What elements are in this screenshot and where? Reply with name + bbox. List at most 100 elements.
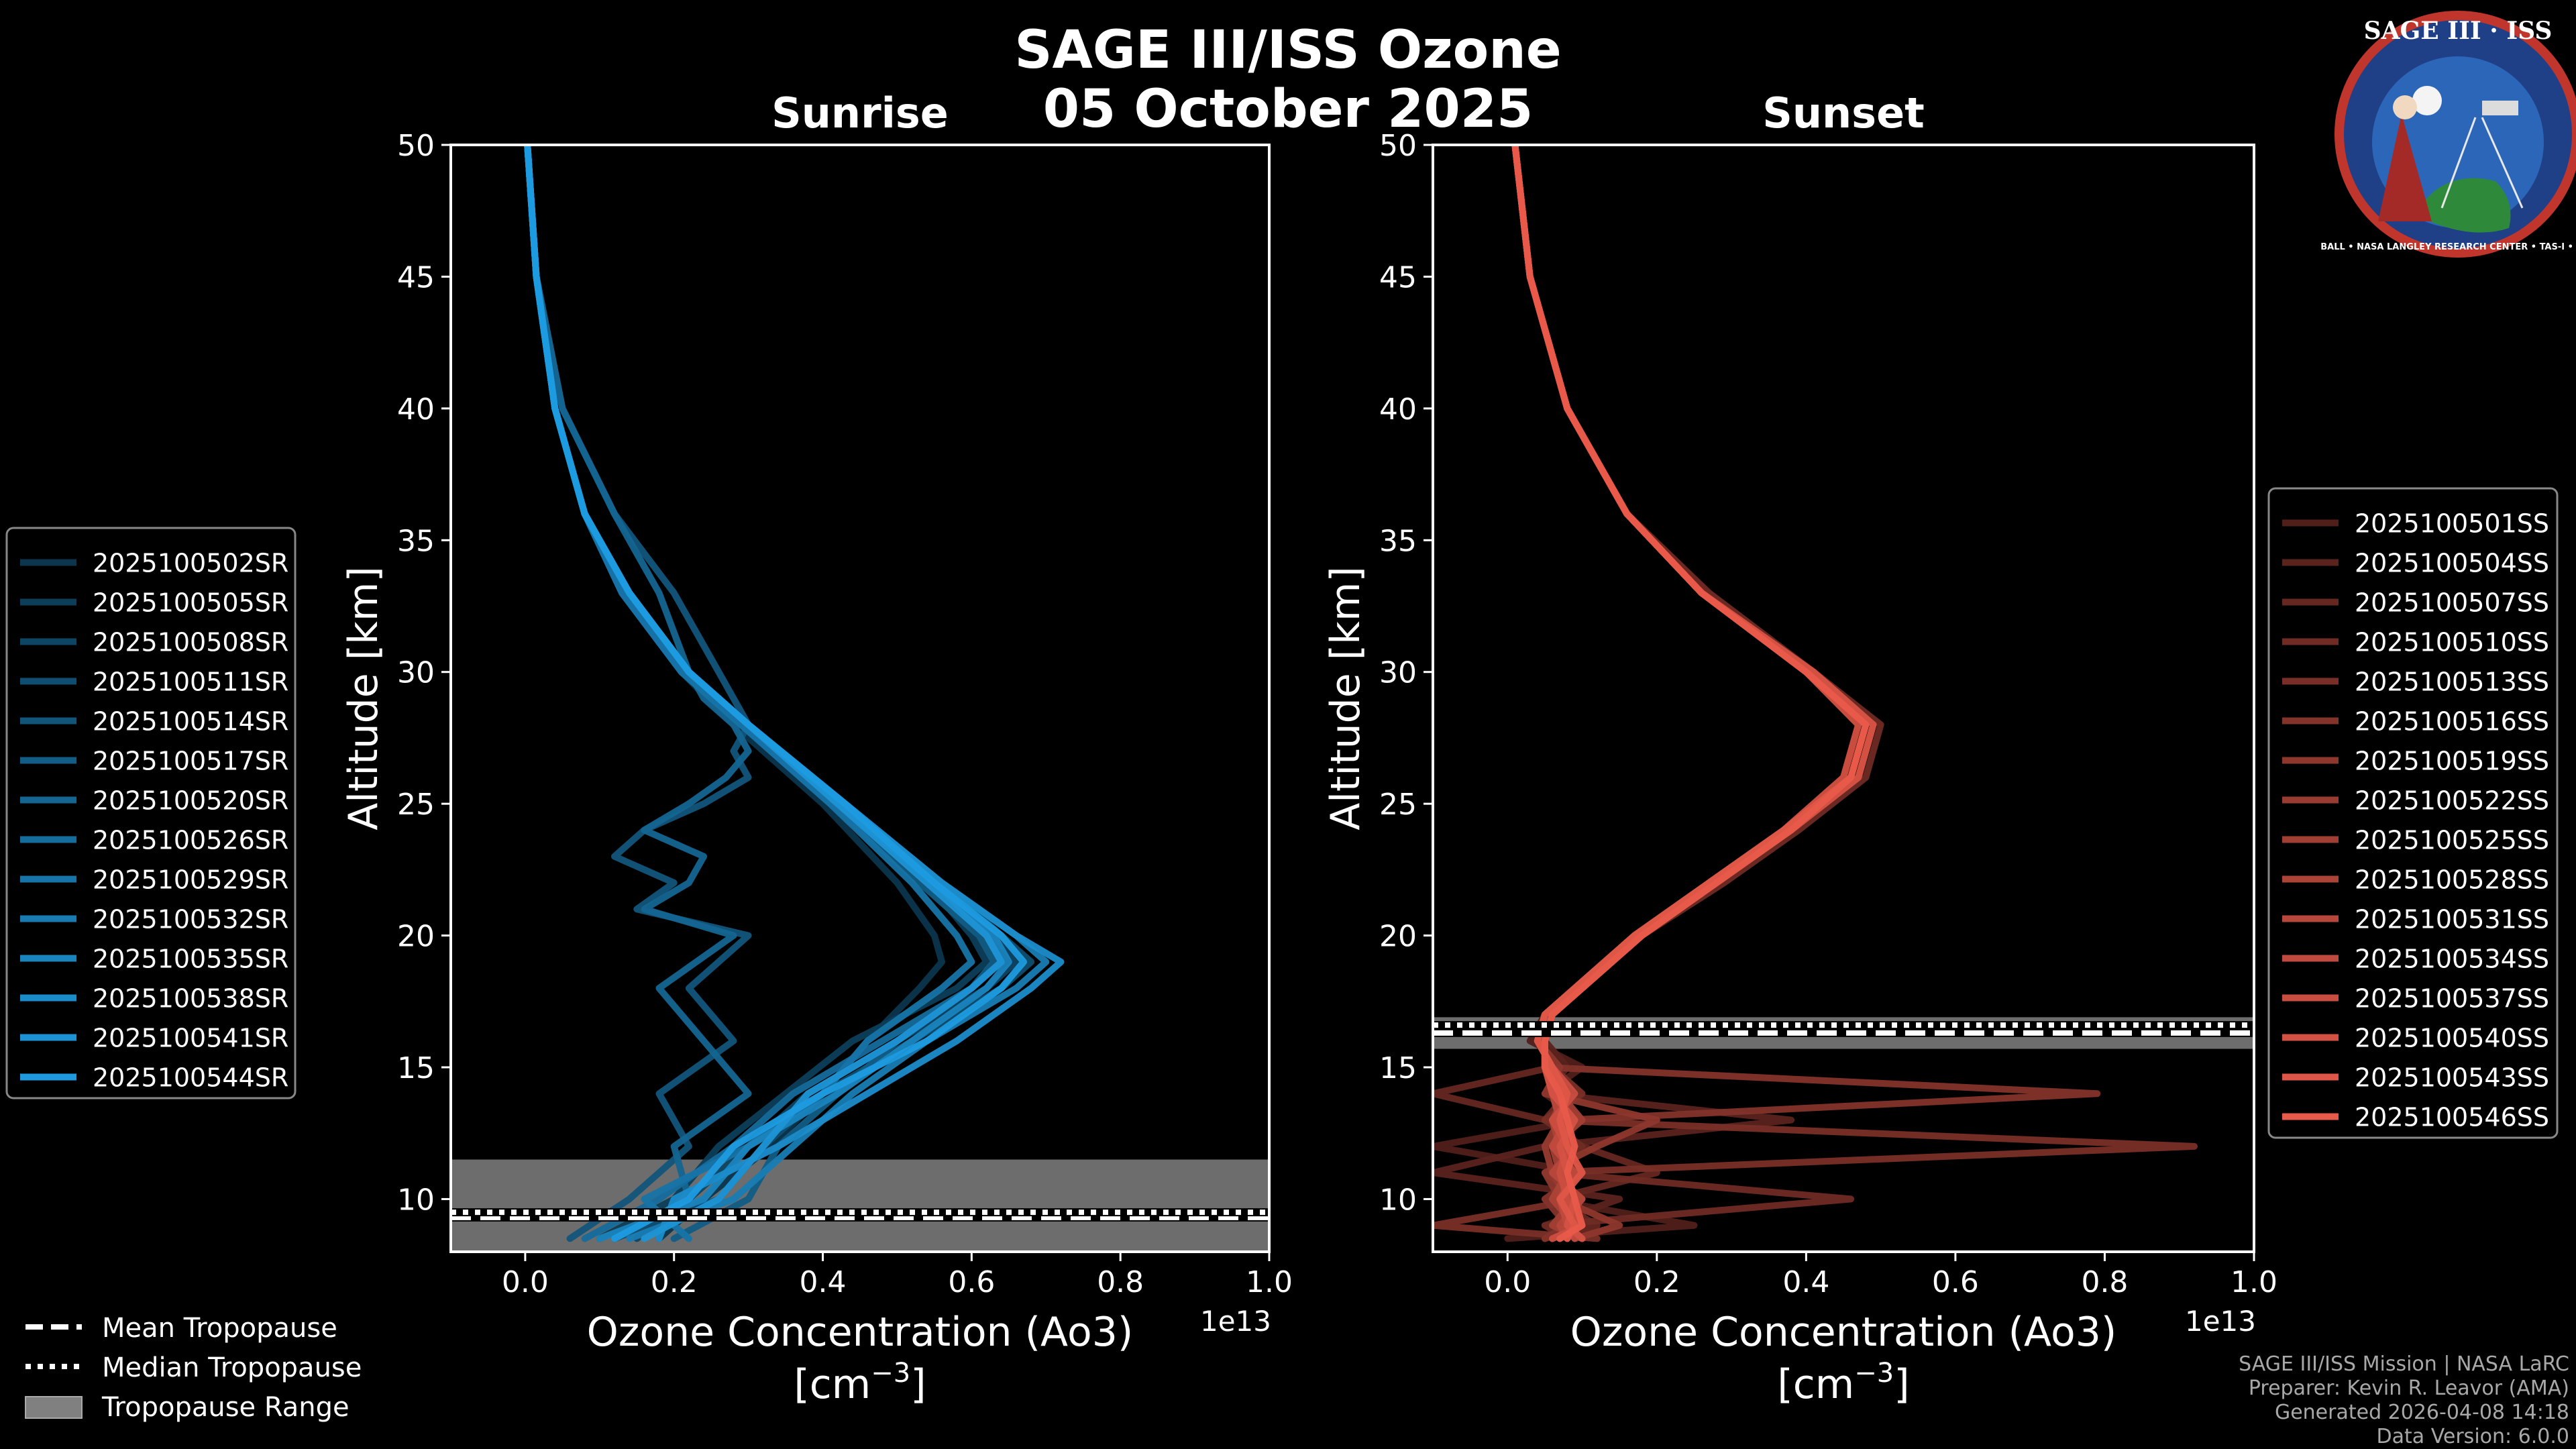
sunrise-xtick-label: 0.0 (502, 1265, 549, 1299)
sunset-legend-entry: 2025100525SS (2355, 826, 2549, 855)
sunrise-series-2025100511SR (524, 145, 1035, 1242)
sunrise-legend-entry: 2025100508SR (93, 628, 288, 657)
sunrise-series-2025100520SR (524, 145, 752, 1242)
sunset-ytick-label: 35 (1379, 524, 1417, 558)
sunrise-series-2025100505SR (524, 145, 990, 1242)
sunrise-series-2025100508SR (524, 145, 1020, 1242)
sunset-ytick-label: 10 (1379, 1183, 1417, 1217)
logo-figure-icon (2378, 114, 2432, 221)
sunrise-xunit-exponent: −3 (871, 1358, 910, 1389)
sunset-legend-entry: 2025100519SS (2355, 747, 2549, 776)
sunset-legend-entry: 2025100546SS (2355, 1103, 2549, 1132)
sunrise-xtick-label: 0.2 (651, 1265, 698, 1299)
sunset-offset-text: 1e13 (2185, 1305, 2256, 1338)
sunrise-series-2025100535SR (524, 145, 1012, 1242)
mean-tropopause-label: Mean Tropopause (102, 1313, 337, 1344)
sunset-legend-entry: 2025100522SS (2355, 786, 2549, 816)
sunset-series-2025100516SS (1511, 145, 2101, 1242)
sunrise-legend: 2025100502SR 2025100505SR 2025100508SR 2025… (5, 527, 297, 1099)
sunrise-legend-frame (5, 527, 297, 1099)
sunrise-xtick-label: 1.0 (1246, 1265, 1293, 1299)
sunset-legend-entry: 2025100537SS (2355, 984, 2549, 1014)
sunrise-xtick-label: 0.4 (800, 1265, 847, 1299)
sunrise-xtick-label: 0.6 (948, 1265, 995, 1299)
sunrise-panel: 0.0 0.2 0.4 0.6 0.8 1.0 10 15 20 25 30 35 40 45 50 1e13… (5, 89, 1293, 1408)
sunrise-ylabel: Altitude [km] (340, 566, 387, 830)
sunrise-title: Sunrise (771, 89, 949, 138)
sunset-legend-entry: 2025100510SS (2355, 628, 2549, 657)
sunrise-ytick-label: 45 (397, 260, 435, 294)
logo-head-icon (2393, 95, 2417, 119)
sunset-xunit-exponent: −3 (1854, 1358, 1894, 1389)
sunrise-xunit-close: ] (910, 1361, 926, 1408)
sunrise-ytick-label: 30 (397, 656, 435, 690)
sunset-ytick-label: 45 (1379, 260, 1417, 294)
sunrise-legend-entry: 2025100511SR (93, 667, 288, 697)
sunrise-xlabel: Ozone Concentration (Ao3) (587, 1309, 1134, 1356)
mission-logo: SAGE III · ISS BALL • NASA LANGLEY RESEAR… (2320, 11, 2576, 258)
sunset-title: Sunset (1762, 89, 1925, 138)
sunrise-legend-entry: 2025100535SR (93, 945, 288, 974)
sunset-legend-entry: 2025100528SS (2355, 865, 2549, 895)
sunset-ylabel: Altitude [km] (1322, 566, 1369, 830)
figure-title-line2: 05 October 2025 (1042, 79, 1534, 140)
sunset-legend-entry: 2025100513SS (2355, 667, 2549, 697)
sunrise-legend-entry: 2025100520SR (93, 786, 288, 816)
sunset-legend-entry: 2025100501SS (2355, 509, 2549, 539)
footer-line1: SAGE III/ISS Mission | NASA LaRC (2239, 1352, 2569, 1376)
sunset-legend-entry: 2025100534SS (2355, 945, 2549, 974)
sunset-legend: 2025100501SS 2025100504SS 2025100507SS 2025… (2267, 487, 2559, 1139)
sunrise-series-2025100517SR (524, 145, 998, 1242)
sunrise-ytick-label: 35 (397, 524, 435, 558)
sunrise-ytick-label: 20 (397, 920, 435, 954)
footer-line2: Preparer: Kevin R. Leavor (AMA) (2248, 1377, 2569, 1400)
sunset-xtick-label: 0.2 (1633, 1265, 1680, 1299)
sunrise-series-2025100526SR (524, 145, 1005, 1242)
sunset-frame (1432, 144, 2255, 1253)
sunset-ytick-label: 25 (1379, 788, 1417, 822)
sunrise-legend-entry: 2025100505SR (93, 588, 288, 618)
sunset-ytick-label: 30 (1379, 656, 1417, 690)
sunrise-legend-entry: 2025100517SR (93, 747, 288, 776)
sunset-ytick-label: 40 (1379, 392, 1417, 427)
sunset-legend-entry: 2025100531SS (2355, 905, 2549, 934)
sunset-xunit: [cm−3] (1777, 1358, 1909, 1408)
sunset-ytick-label: 20 (1379, 920, 1417, 954)
sunrise-ytick-label: 50 (397, 129, 435, 163)
sunrise-legend-entry: 2025100526SR (93, 826, 288, 855)
sunset-panel: 0.0 0.2 0.4 0.6 0.8 1.0 10 15 20 25 30 35 40 45 50 1e13… (1322, 89, 2559, 1408)
sunrise-offset-text: 1e13 (1200, 1305, 1271, 1338)
sunrise-series-2025100544SR (524, 145, 1027, 1242)
sunset-legend-entry: 2025100540SS (2355, 1024, 2549, 1053)
sunrise-legend-entry: 2025100502SR (93, 549, 288, 578)
sunset-legend-entry: 2025100507SS (2355, 588, 2549, 618)
sunrise-legend-entry: 2025100532SR (93, 905, 288, 934)
sunrise-series-2025100532SR (524, 145, 1050, 1242)
sunset-xtick-label: 0.8 (2081, 1265, 2128, 1299)
sunset-series-2025100546SS (1511, 145, 1870, 1242)
logo-ring-text: BALL • NASA LANGLEY RESEARCH CENTER • TA… (2320, 242, 2576, 252)
sunrise-legend-entry: 2025100544SR (93, 1063, 288, 1093)
sunrise-legend-entry: 2025100514SR (93, 707, 288, 737)
sunset-xtick-label: 1.0 (2231, 1265, 2277, 1299)
tropopause-range-swatch (25, 1396, 83, 1419)
sunrise-legend-entry: 2025100538SR (93, 984, 288, 1014)
sunset-xtick-label: 0.4 (1782, 1265, 1829, 1299)
sunset-xlabel: Ozone Concentration (Ao3) (1570, 1309, 2117, 1356)
sunrise-ytick-label: 10 (397, 1183, 435, 1217)
logo-station-icon (2482, 101, 2518, 115)
logo-title: SAGE III · ISS (2364, 17, 2553, 45)
logo-earth-icon (2415, 178, 2511, 233)
sunrise-xtick-label: 0.8 (1097, 1265, 1144, 1299)
sunset-legend-entry: 2025100543SS (2355, 1063, 2549, 1093)
sunset-legend-frame (2267, 487, 2559, 1139)
sunset-xunit-close: ] (1894, 1361, 1909, 1408)
sunset-ytick-label: 15 (1379, 1051, 1417, 1085)
sunrise-legend-entry: 2025100541SR (93, 1024, 288, 1053)
sunrise-frame (449, 144, 1271, 1253)
tropopause-range-label: Tropopause Range (101, 1392, 350, 1423)
sunset-legend-entry: 2025100516SS (2355, 707, 2549, 737)
sunset-xtick-label: 0.6 (1932, 1265, 1979, 1299)
median-tropopause-label: Median Tropopause (102, 1352, 362, 1383)
